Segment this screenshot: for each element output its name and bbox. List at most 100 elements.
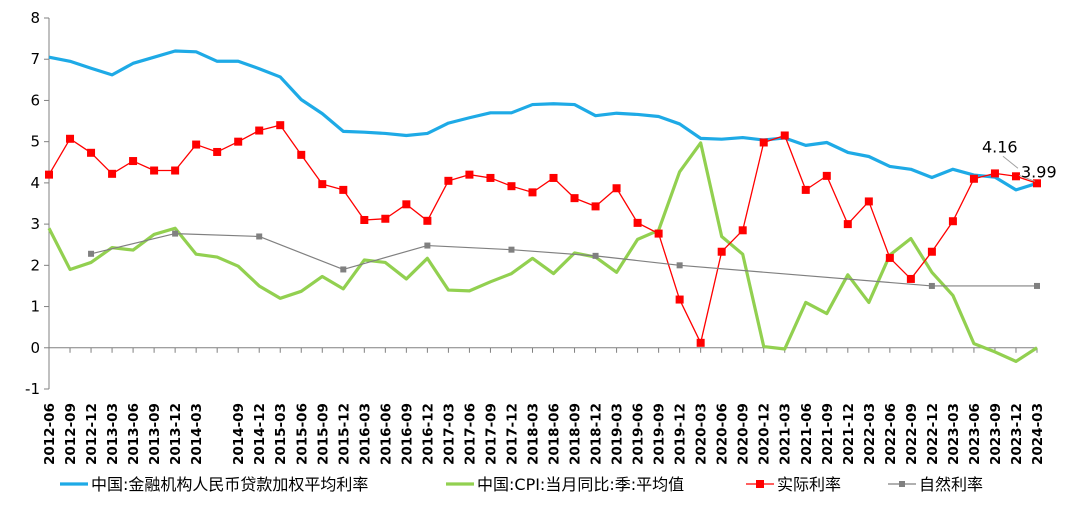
x-tick-label: 2020-12 [757,403,773,465]
data-point [423,216,432,225]
y-tick-label: 6 [30,91,40,109]
data-point [780,131,789,140]
x-tick-label: 2021-12 [841,403,857,465]
data-point [444,176,453,185]
y-tick-label: 3 [30,215,40,233]
x-tick-label: 2018-06 [547,403,563,465]
x-tick-label: 2023-03 [946,403,962,465]
x-tick-label: 2013-12 [168,403,184,465]
series-line [48,49,1038,192]
data-point [508,246,515,253]
x-tick-label: 2019-06 [631,403,647,465]
y-tick-label: -1 [25,380,40,398]
legend: 中国:金融机构人民币贷款加权平均利率 中国:CPI:当月同比:季:平均值 实际利率 自… [60,475,983,494]
data-point [676,262,683,269]
series-4 [88,230,1040,289]
data-point [928,282,935,289]
data-point [234,137,243,146]
x-tick-label: 2015-03 [273,403,289,465]
data-point [213,147,222,156]
data-point [360,215,369,224]
data-point [633,218,642,227]
data-point [801,185,810,194]
data-point [381,214,390,223]
data-point [1034,282,1040,289]
legend-label: 中国:金融机构人民币贷款加权平均利率 [91,475,368,494]
annotation-leader [1018,174,1036,182]
annotation-label: 4.16 [982,137,1018,156]
data-point [696,338,705,347]
data-point [990,169,999,178]
data-point [612,184,621,193]
x-tick-label: 2019-03 [610,403,626,465]
series-line [47,141,1038,363]
data-point [192,140,201,149]
data-point [339,185,348,194]
data-point [843,220,852,229]
annotation-label: 3.99 [1021,162,1057,181]
legend-label: 中国:CPI:当月同比:季:平均值 [477,475,684,494]
x-tick-label: 2021-03 [778,403,794,465]
x-tick-label: 2016-06 [378,403,394,465]
x-tick-label: 2023-06 [967,403,983,465]
x-tick-label: 2019-09 [652,403,668,465]
x-tick-label: 2020-09 [736,403,752,465]
x-tick-label: 2022-03 [862,403,878,465]
series-1 [48,49,1038,192]
y-tick-label: 7 [30,50,40,68]
x-tick-label: 2017-09 [483,403,499,465]
series-layer [45,49,1041,363]
x-tick-label: 2016-12 [420,403,436,465]
x-tick-label: 2018-12 [589,403,605,465]
x-tick-label: 2012-12 [84,403,100,465]
data-point [465,170,474,179]
data-point [969,174,978,183]
data-point [759,138,768,147]
data-point [256,233,263,240]
data-point [528,188,537,197]
x-tick-label: 2022-12 [925,403,941,465]
x-tick-label: 2022-09 [904,403,920,465]
data-point [150,166,159,175]
data-point [675,295,684,304]
data-point [507,182,516,191]
data-point [402,200,411,209]
x-tick-label: 2014-12 [252,403,268,465]
y-tick-label: 8 [30,9,40,27]
data-point [906,274,915,283]
series-2 [47,141,1038,363]
x-tick-label: 2016-09 [399,403,415,465]
data-point [591,202,600,211]
x-tick-label: 2012-06 [42,403,58,465]
annotation-leader [1002,155,1019,169]
data-point [318,180,327,189]
y-tick-label: 4 [30,174,40,192]
y-tick-label: 2 [30,256,40,274]
data-point [654,229,663,238]
legend-label: 自然利率 [919,475,983,494]
x-tick-label: 2016-03 [357,403,373,465]
x-tick-label: 2018-09 [568,403,584,465]
data-point [717,247,726,256]
data-point [948,217,957,226]
data-point [885,253,894,262]
data-point [1011,172,1020,181]
x-tick-label: 2017-06 [462,403,478,465]
data-point [738,226,747,235]
x-tick-label: 2012-09 [63,403,79,465]
y-tick-label: 0 [30,339,40,357]
x-tick-label: 2023-12 [1009,403,1025,465]
x-tick-label: 2017-03 [441,403,457,465]
y-axis: -1 0 1 2 3 4 5 6 7 8 [25,9,50,398]
x-tick-label: 2014-09 [231,403,247,465]
data-point [276,121,285,130]
legend-marker [899,481,905,487]
data-point [340,266,347,273]
x-tick-label: 2014-03 [189,403,205,465]
data-point [1033,179,1041,188]
x-tick-label: 2020-06 [715,403,731,465]
x-tick-label: 2013-06 [126,403,142,465]
x-tick-label: 2020-03 [694,403,710,465]
x-tick-label: 2015-06 [294,403,310,465]
